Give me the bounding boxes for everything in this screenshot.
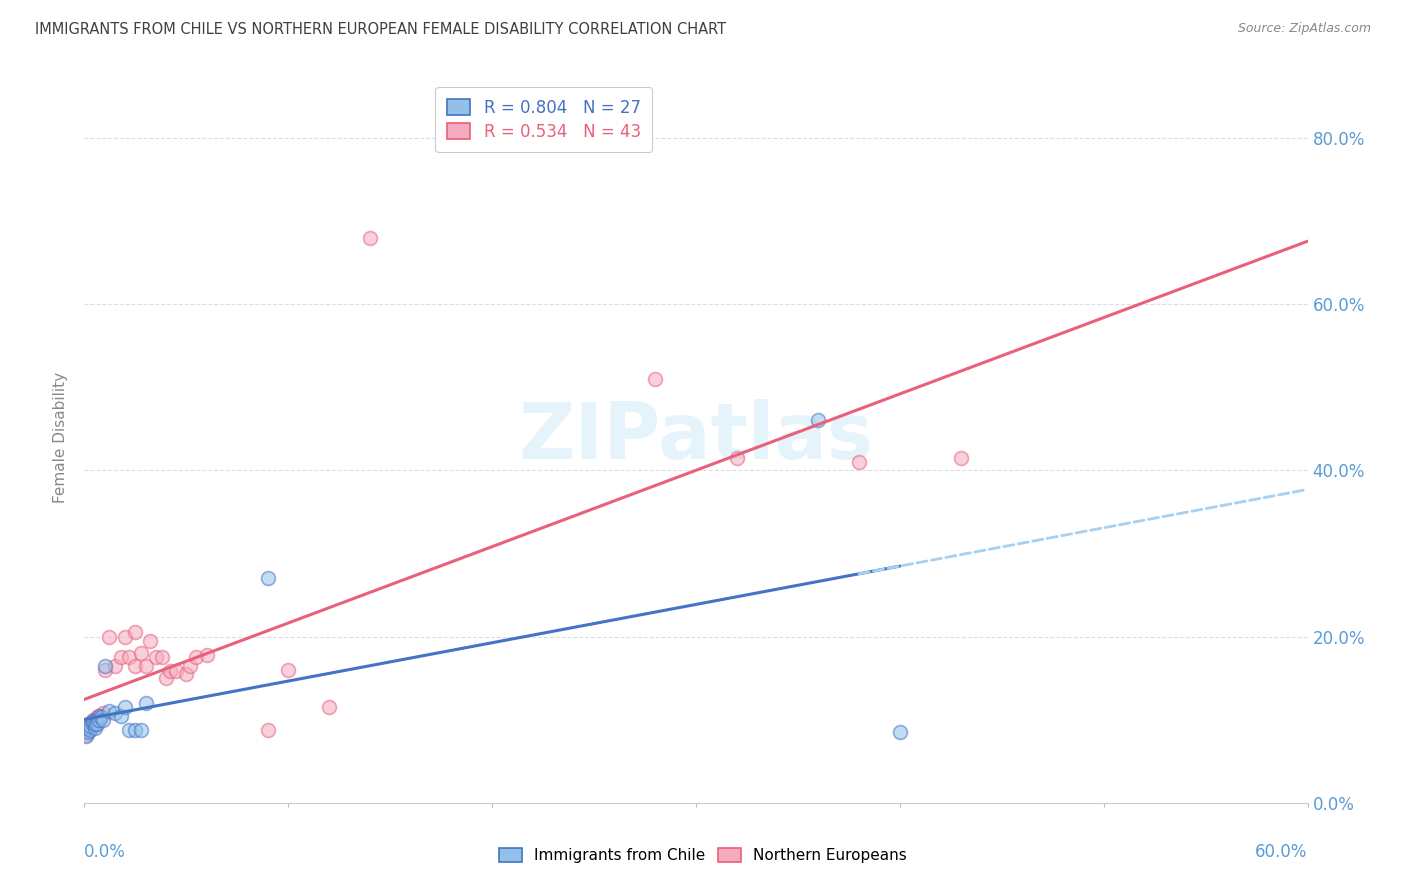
Point (118, 723, 141, 737)
Point (90, 710, 112, 724)
Point (87, 713, 110, 727)
Point (87, 708, 110, 723)
Point (83, 716, 105, 731)
Point (195, 648, 218, 662)
Point (110, 650, 132, 665)
Point (104, 658, 127, 673)
Point (807, 413, 830, 427)
Point (83, 716, 105, 731)
Point (83, 721, 105, 735)
Point (114, 700, 136, 714)
Text: ZIPatlas: ZIPatlas (519, 399, 873, 475)
Point (131, 723, 153, 737)
Point (87, 708, 110, 723)
Point (159, 665, 181, 679)
Legend: Immigrants from Chile, Northern Europeans: Immigrants from Chile, Northern European… (492, 840, 914, 871)
Point (174, 667, 197, 681)
Text: 60.0%: 60.0% (1256, 843, 1308, 861)
Point (79, 723, 101, 737)
Point (257, 723, 280, 737)
Point (83, 713, 105, 727)
Point (135, 658, 157, 673)
Point (82, 713, 104, 727)
Point (114, 630, 136, 644)
Point (82, 714, 104, 729)
Text: IMMIGRANTS FROM CHILE VS NORTHERN EUROPEAN FEMALE DISABILITY CORRELATION CHART: IMMIGRANTS FROM CHILE VS NORTHERN EUROPE… (35, 22, 727, 37)
Point (104, 706, 127, 720)
Point (118, 650, 141, 665)
Point (848, 455, 870, 469)
Point (889, 725, 911, 739)
Point (145, 650, 167, 665)
Point (359, 230, 381, 244)
Text: Source: ZipAtlas.com: Source: ZipAtlas.com (1237, 22, 1371, 36)
Point (97, 630, 120, 644)
Point (77, 725, 100, 739)
Point (90, 708, 112, 723)
Point (257, 571, 280, 585)
Point (97, 705, 120, 719)
Point (124, 625, 146, 640)
Point (91, 713, 114, 727)
Point (86, 716, 108, 731)
Point (135, 696, 157, 710)
Point (82, 716, 104, 731)
Point (79, 719, 101, 733)
Point (77, 721, 100, 735)
Y-axis label: Female Disability: Female Disability (53, 371, 69, 503)
Point (86, 714, 108, 729)
Text: 0.0%: 0.0% (84, 843, 127, 861)
Point (124, 658, 146, 673)
Point (124, 723, 146, 737)
Point (165, 665, 187, 679)
Point (725, 450, 748, 465)
Point (110, 708, 132, 723)
Point (86, 710, 108, 724)
Point (79, 716, 101, 731)
Point (155, 671, 177, 685)
Point (87, 713, 110, 727)
Point (91, 706, 114, 720)
Point (138, 633, 160, 648)
Point (75, 729, 97, 743)
Point (86, 713, 108, 727)
Point (318, 700, 340, 714)
Point (75, 728, 97, 742)
Point (150, 650, 173, 665)
Point (950, 450, 973, 465)
Point (644, 372, 666, 386)
Point (93, 658, 115, 673)
Legend: R = 0.804   N = 27, R = 0.534   N = 43: R = 0.804 N = 27, R = 0.534 N = 43 (436, 87, 652, 153)
Point (179, 658, 201, 673)
Point (77, 719, 100, 733)
Point (277, 663, 299, 677)
Point (186, 650, 208, 665)
Point (93, 663, 115, 677)
Point (82, 714, 104, 729)
Point (79, 721, 101, 735)
Point (77, 723, 100, 737)
Point (131, 646, 153, 660)
